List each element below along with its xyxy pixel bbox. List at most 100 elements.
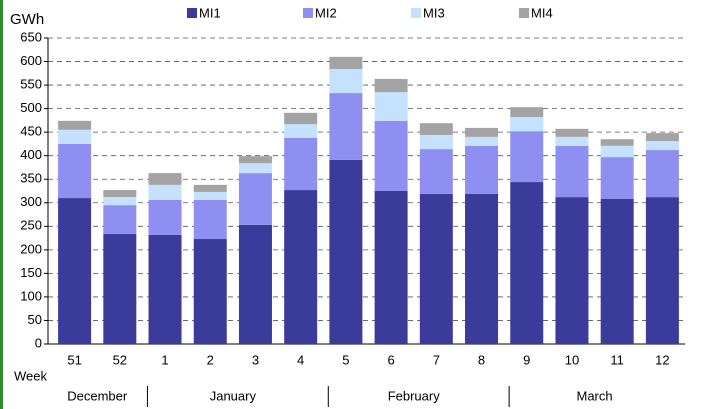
- bar-segment: [465, 127, 499, 137]
- x-tick-label: 7: [433, 352, 440, 367]
- legend-swatch: [519, 8, 529, 18]
- bar-segment: [419, 134, 453, 150]
- bar-segment: [193, 191, 227, 200]
- y-tick-label: 50: [28, 312, 42, 327]
- bar-segment: [555, 145, 589, 198]
- bar-segment: [58, 120, 92, 130]
- group-label: December: [67, 388, 128, 403]
- bar-segment: [645, 133, 679, 142]
- bar-segment: [148, 234, 182, 344]
- y-axis-label: GWh: [10, 11, 44, 28]
- x-tick-label: 9: [523, 352, 530, 367]
- bar-segment: [510, 107, 544, 118]
- bar-segment: [555, 128, 589, 137]
- y-tick-label: 150: [20, 265, 42, 280]
- x-tick-label: 5: [342, 352, 349, 367]
- y-tick-label: 650: [20, 29, 42, 44]
- bar-segment: [284, 112, 318, 125]
- legend-swatch: [303, 8, 313, 18]
- bar-segment: [645, 150, 679, 198]
- y-tick-label: 0: [35, 335, 42, 350]
- bar-segment: [555, 136, 589, 146]
- bar-segment: [103, 190, 137, 198]
- y-tick-label: 300: [20, 194, 42, 209]
- bar-segment: [148, 184, 182, 200]
- bar-segment: [555, 197, 589, 344]
- bar-segment: [329, 93, 363, 160]
- bar-segment: [374, 191, 408, 344]
- bar-segment: [374, 92, 408, 121]
- bar-segment: [284, 137, 318, 191]
- bar-segment: [103, 197, 137, 206]
- bar-segment: [238, 224, 272, 344]
- x-tick-label: 3: [252, 352, 259, 367]
- legend-label: MI4: [531, 5, 553, 20]
- bar-segment: [600, 139, 634, 146]
- y-tick-label: 200: [20, 241, 42, 256]
- bar-segment: [238, 173, 272, 225]
- bar-segment: [193, 239, 227, 344]
- x-tick-label: 4: [297, 352, 304, 367]
- bar-segment: [238, 156, 272, 164]
- bar-segment: [600, 199, 634, 344]
- x-tick-label: 11: [610, 352, 624, 367]
- bar-segment: [645, 141, 679, 151]
- bar-segment: [329, 159, 363, 344]
- bar-segment: [238, 163, 272, 174]
- y-tick-label: 100: [20, 288, 42, 303]
- bar-segment: [284, 190, 318, 344]
- bar-segment: [419, 193, 453, 344]
- y-tick-label: 250: [20, 218, 42, 233]
- bar-segment: [103, 205, 137, 234]
- left-border: [0, 0, 3, 409]
- x-tick-label: 52: [113, 352, 127, 367]
- y-tick-label: 450: [20, 124, 42, 139]
- bar-segment: [465, 136, 499, 146]
- x-tick-label: 10: [565, 352, 579, 367]
- bar-segment: [148, 199, 182, 235]
- bar-segment: [645, 197, 679, 344]
- bar-segment: [58, 143, 92, 199]
- bar-segment: [58, 198, 92, 344]
- legend-label: MI3: [423, 5, 445, 20]
- bar-segment: [465, 145, 499, 194]
- group-label: January: [210, 388, 257, 403]
- bar-segment: [58, 129, 92, 144]
- bar-segment: [510, 182, 544, 344]
- y-tick-label: 550: [20, 77, 42, 92]
- legend-swatch: [411, 8, 421, 18]
- bar-segment: [510, 117, 544, 132]
- bar-segment: [374, 120, 408, 191]
- x-tick-label: 1: [161, 352, 168, 367]
- bar-segment: [193, 199, 227, 240]
- x-axis-label: Week: [14, 368, 47, 383]
- x-tick-label: 6: [387, 352, 394, 367]
- bar-segment: [510, 131, 544, 183]
- bar-segment: [329, 69, 363, 94]
- bar-segment: [284, 124, 318, 138]
- x-tick-label: 12: [655, 352, 669, 367]
- bar-segment: [193, 184, 227, 192]
- bar-segment: [600, 145, 634, 158]
- x-tick-label: 2: [207, 352, 214, 367]
- y-tick-label: 600: [20, 53, 42, 68]
- x-tick-label: 51: [67, 352, 81, 367]
- legend-label: MI1: [199, 5, 221, 20]
- bar-segment: [103, 233, 137, 344]
- bar-segment: [329, 56, 363, 70]
- y-tick-label: 350: [20, 171, 42, 186]
- group-label: March: [577, 388, 613, 403]
- x-tick-label: 8: [478, 352, 485, 367]
- y-tick-label: 400: [20, 147, 42, 162]
- legend-swatch: [187, 8, 197, 18]
- bar-segment: [600, 157, 634, 200]
- bar-segment: [419, 123, 453, 135]
- bar-segment: [374, 78, 408, 93]
- bar-segment: [148, 173, 182, 185]
- group-label: February: [388, 388, 441, 403]
- y-tick-label: 500: [20, 100, 42, 115]
- legend-label: MI2: [315, 5, 337, 20]
- bar-segment: [419, 149, 453, 194]
- bar-segment: [465, 193, 499, 344]
